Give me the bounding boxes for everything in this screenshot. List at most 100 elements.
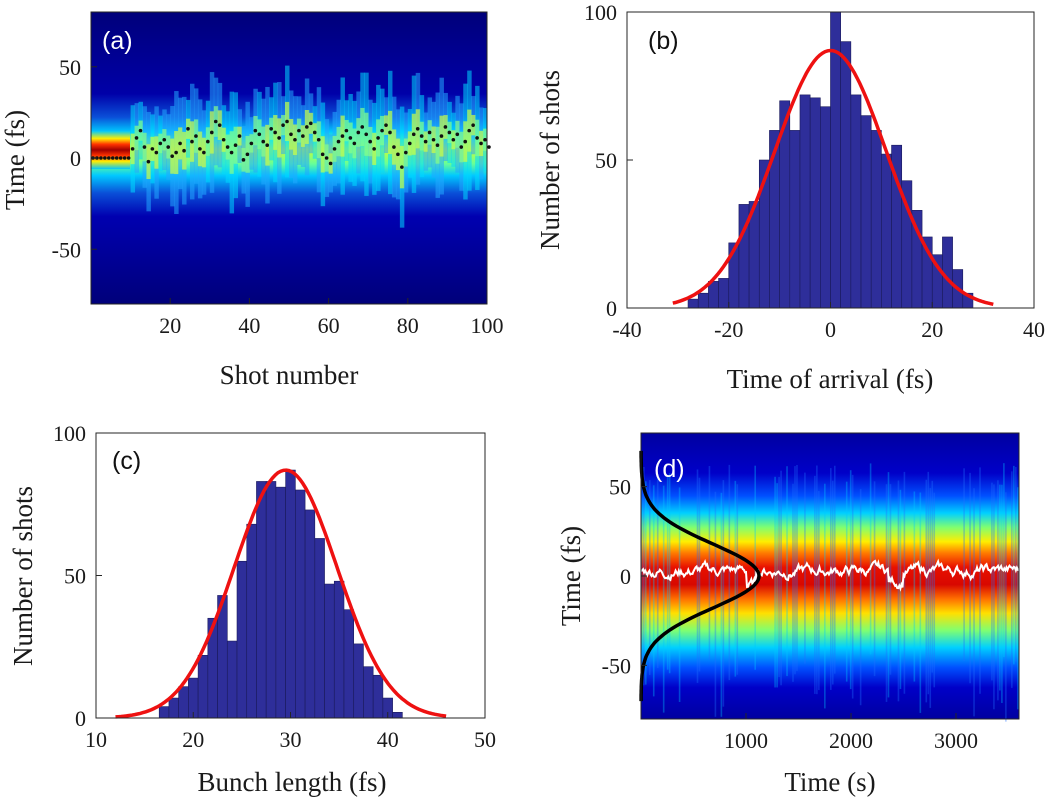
heatmap-column [648,480,651,675]
panel-c-x-ticks: 10 20 30 40 50 [85,712,496,752]
arrival-dot [451,137,456,142]
arrival-dot [107,156,111,160]
histogram-bar [860,115,872,309]
panel-a-x-label: Shot number [220,360,359,390]
heatmap-column [925,479,928,703]
panel-b-y-label: Number of shots [535,70,565,250]
arrival-dot [122,156,127,160]
panel-d-y-label: Time (fs) [556,526,586,626]
x-tick-label: 100 [471,313,504,338]
heatmap-column [963,468,965,662]
heatmap-column [818,490,820,691]
x-tick-label: 60 [318,313,340,338]
heatmap-column [903,471,906,694]
panel-a-label: (a) [102,27,133,55]
panel-a-arrival-dots [91,119,491,169]
arrival-dot [305,125,309,129]
heatmap-column [919,492,922,713]
y-tick-label: 0 [606,296,617,321]
x-tick-label: -20 [714,317,743,342]
histogram-bar [304,509,316,719]
heatmap-column [831,480,834,685]
arrival-dot [190,139,194,144]
arrival-dot [392,145,396,149]
arrival-dot [174,150,178,155]
arrival-dot [301,134,305,138]
arrival-dot [118,156,123,160]
arrival-dot [209,130,214,135]
arrival-dot [467,128,471,133]
heatmap-column [859,489,862,706]
panel-a-initial-bright-region [91,131,130,169]
arrival-dot [487,145,491,149]
heatmap-column [728,464,731,681]
histogram-bar [353,643,364,719]
heatmap-column [869,463,872,655]
histogram-bar [708,281,719,309]
arrival-dot [297,128,301,133]
histogram-bar [830,11,841,309]
histogram-bar [197,654,209,719]
heatmap-column [668,473,671,674]
panel-d-background [641,433,1019,719]
histogram-bar [363,666,374,719]
arrival-dot [435,143,440,148]
panel-b-y-ticks: 0 50 100 [584,0,633,321]
heatmap-column [714,491,717,717]
arrival-dot [368,139,372,144]
y-tick-label: 100 [53,421,86,446]
x-tick-label: 40 [377,727,399,752]
histogram-bar [870,130,882,309]
x-tick-label: 20 [182,727,204,752]
arrival-dot [253,128,258,133]
arrival-dot [360,125,365,129]
panel-b-x-ticks: -40 -20 0 20 40 [612,302,1045,342]
arrival-dot [479,141,483,146]
heatmap-column [931,480,934,673]
histogram-bar [333,580,345,719]
histogram-bar [168,697,179,719]
arrival-dot [348,136,353,140]
arrival-dot [114,156,119,160]
heatmap-column [933,492,936,688]
y-tick-label: 100 [584,0,617,25]
heatmap-column [973,488,975,717]
x-tick-label: 10 [85,727,107,752]
arrival-dot [443,125,448,129]
arrival-dot [471,123,475,127]
heatmap-column [678,487,681,703]
histogram-bar [285,469,296,719]
histogram-bar [314,538,325,719]
heatmap-column [708,465,711,660]
heatmap-column [845,481,848,682]
arrival-dot [182,148,186,153]
arrival-dot [293,137,297,142]
histogram-bar [697,292,709,309]
arrival-dot [415,127,420,131]
arrival-dot [380,128,384,133]
histogram-bar [840,41,852,309]
arrival-dot [166,145,171,149]
panel-b-label: (b) [648,27,679,55]
heatmap-column [1011,471,1013,688]
y-tick-label: -50 [52,237,81,262]
arrival-dot [277,136,281,140]
panel-c-label: (c) [112,447,141,475]
arrival-dot [463,139,468,144]
y-tick-label: -50 [602,653,631,678]
arrival-dot [483,137,487,142]
histogram-bar [158,706,170,719]
heatmap-column [814,475,816,694]
arrival-dot [427,130,432,135]
arrival-dot [475,136,479,140]
arrival-dot [356,130,361,135]
arrival-dot [134,136,139,140]
heatmap-column [1005,492,1007,722]
panel-c-gaussian-fit [115,468,447,719]
arrival-dot [233,143,238,148]
arrival-dot [324,156,329,160]
arrival-dot [103,156,107,160]
heatmap-column [792,483,794,682]
arrival-dot [376,136,380,140]
arrival-dot [186,127,190,131]
